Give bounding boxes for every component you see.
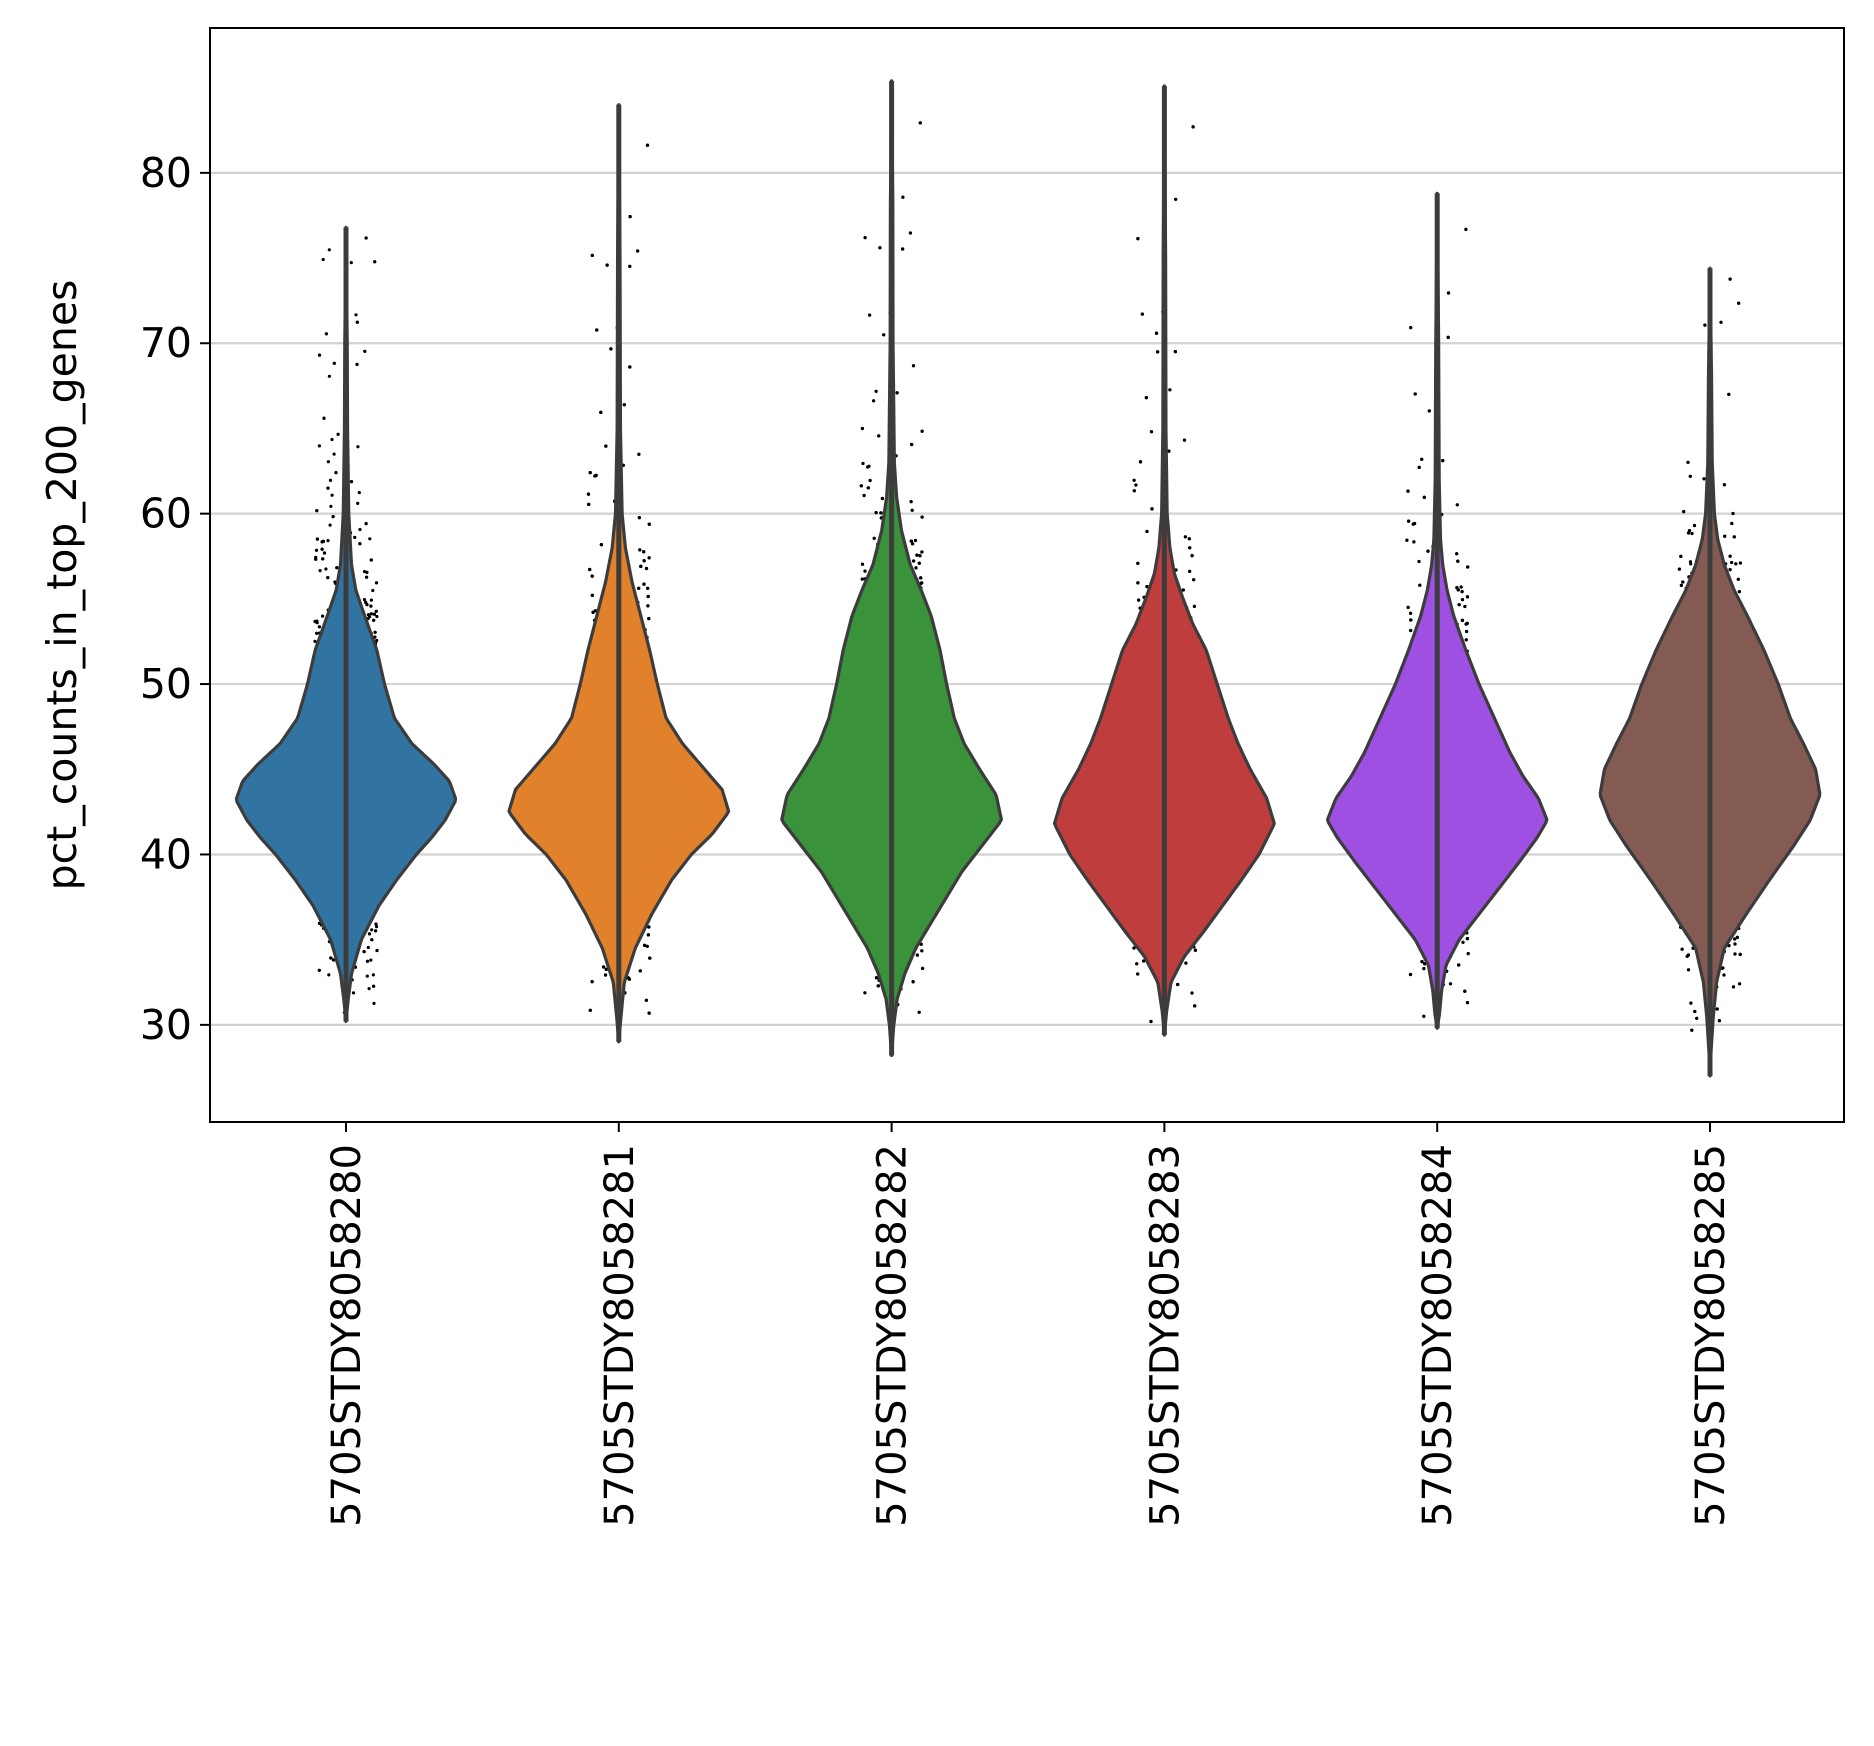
violins-layer [237,81,1820,1076]
y-tick-label-30: 30 [140,1001,192,1049]
x-tick-label-6: 5705STDY8058285 [1688,1144,1734,1527]
y-axis-label: pct_counts_in_top_200_genes [38,280,86,891]
y-tick-label-40: 40 [140,830,192,878]
y-tick-label-70: 70 [140,319,192,367]
x-tick-label-5: 5705STDY8058284 [1415,1144,1461,1527]
grid-layer [210,173,1844,1025]
plot-frame [210,28,1844,1122]
y-tick-label-50: 50 [140,660,192,708]
x-tick-label-4: 5705STDY8058283 [1142,1144,1188,1527]
x-tick-label-1: 5705STDY8058280 [324,1144,370,1527]
points-layer [313,121,1742,1031]
x-tick-label-3: 5705STDY8058282 [870,1144,916,1527]
y-tick-label-60: 60 [140,490,192,538]
x-tick-label-2: 5705STDY8058281 [597,1144,643,1527]
y-tick-label-80: 80 [140,149,192,197]
